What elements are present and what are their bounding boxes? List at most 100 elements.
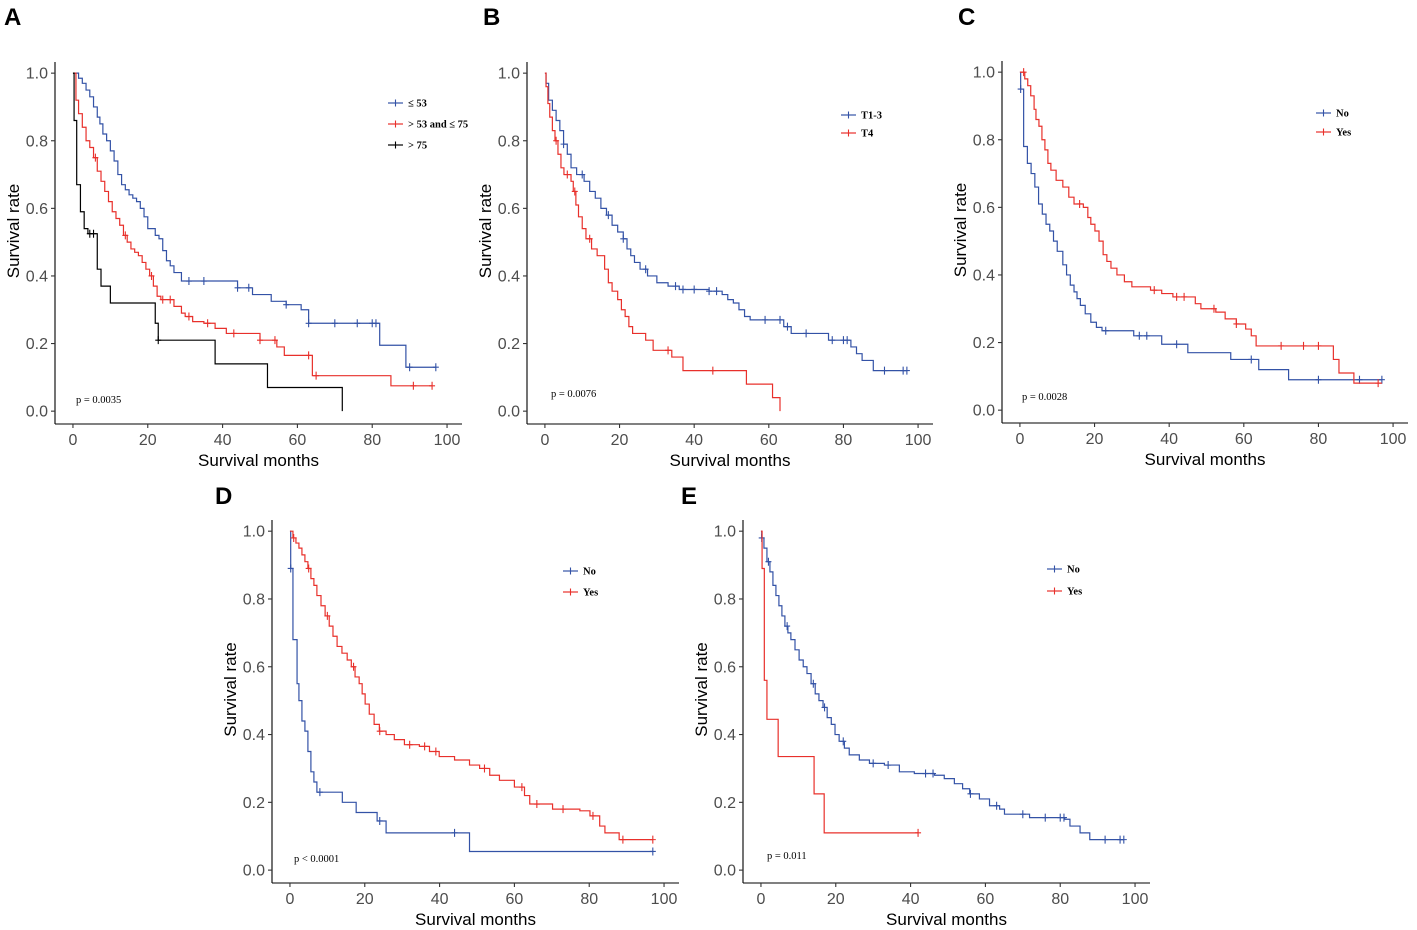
legend-label: > 75 — [408, 141, 427, 152]
censor-mark — [620, 234, 627, 243]
censor-mark — [1173, 292, 1180, 301]
censor-mark — [605, 211, 612, 220]
y-tick-label: 1.0 — [26, 66, 48, 83]
x-tick-label: 60 — [977, 891, 995, 908]
censor-mark — [451, 828, 458, 837]
censor-mark — [762, 315, 769, 324]
legend-marker — [1051, 565, 1058, 573]
y-tick-label: 0.6 — [714, 659, 736, 676]
censor-mark — [821, 703, 828, 712]
x-tick-label: 100 — [905, 432, 932, 449]
y-tick-label: 0.0 — [243, 863, 265, 880]
legend-label: T4 — [861, 129, 874, 140]
censor-mark — [350, 662, 357, 671]
x-tick-label: 40 — [902, 891, 920, 908]
y-tick-label: 0.2 — [498, 336, 520, 353]
legend-marker — [845, 129, 852, 137]
censor-mark — [313, 371, 320, 380]
y-tick-label: 0.4 — [714, 727, 736, 744]
censor-mark — [1136, 331, 1143, 340]
y-tick-label: 0.6 — [498, 201, 520, 218]
y-tick-label: 0.4 — [243, 727, 265, 744]
y-tick-label: 0.8 — [498, 133, 520, 150]
censor-mark — [586, 234, 593, 243]
y-tick-label: 0.8 — [973, 132, 995, 149]
censor-mark — [376, 727, 383, 736]
panel-letter: D — [215, 483, 232, 510]
km-curve-e-1 — [760, 530, 1124, 841]
censor-mark — [1210, 304, 1217, 313]
x-tick-label: 100 — [434, 432, 461, 449]
censor-mark — [1076, 199, 1083, 208]
censor-mark — [1181, 292, 1188, 301]
x-axis-title: Survival months — [670, 451, 791, 470]
censor-mark — [1120, 835, 1127, 844]
x-axis-title: Survival months — [198, 451, 319, 470]
censor-mark — [844, 336, 851, 345]
p-value-label: p = 0.0035 — [76, 395, 121, 406]
panel-b: B 0.0 0.2 0.4 0.6 0.8 1.0 0 20 40 60 80 100 Survival … — [476, 4, 933, 470]
censor-mark — [245, 283, 252, 292]
censor-mark — [803, 329, 810, 338]
censor-mark — [256, 336, 263, 345]
legend-label: Yes — [583, 588, 598, 599]
censor-mark — [324, 611, 331, 620]
censor-mark — [1378, 375, 1385, 384]
censor-mark — [1017, 85, 1024, 94]
y-axis-title: Survival rate — [951, 183, 970, 277]
x-tick-label: 80 — [1051, 891, 1069, 908]
x-axis-title: Survival months — [415, 910, 536, 929]
censor-mark — [930, 769, 937, 778]
legend-item: > 75 — [388, 141, 427, 152]
y-tick-label: 0.4 — [26, 268, 48, 285]
censor-mark — [1020, 68, 1027, 77]
panel-letter: E — [681, 483, 697, 510]
censor-mark — [159, 295, 166, 304]
legend-label: ≤ 53 — [408, 99, 427, 110]
censor-mark — [185, 277, 192, 286]
censor-mark — [784, 322, 791, 331]
legend-item: ≤ 53 — [388, 99, 427, 110]
km-curve-b-1 — [544, 72, 907, 372]
censor-mark — [679, 285, 686, 294]
km-curve-a-2 — [72, 72, 433, 387]
censor-mark — [1019, 810, 1026, 819]
legend-label: T1-3 — [861, 111, 882, 122]
x-tick-label: 20 — [1086, 431, 1104, 448]
censor-mark — [915, 828, 922, 837]
y-axis-title: Survival rate — [476, 184, 495, 278]
censor-mark — [619, 835, 626, 844]
p-value-label: p = 0.0076 — [551, 389, 596, 400]
censor-mark — [560, 805, 567, 814]
censor-mark — [1300, 341, 1307, 350]
legend-item: T1-3 — [841, 111, 882, 122]
km-curve-d-1 — [289, 530, 653, 853]
legend-item: Yes — [1316, 128, 1351, 139]
censor-mark — [204, 319, 211, 328]
legend-marker — [567, 588, 574, 596]
x-axis-title: Survival months — [1145, 450, 1266, 469]
censor-mark — [709, 366, 716, 375]
x-tick-label: 60 — [506, 891, 524, 908]
censor-mark — [92, 153, 99, 162]
censor-mark — [571, 187, 578, 196]
y-tick-label: 0.8 — [714, 591, 736, 608]
km-curve-e-2 — [760, 530, 919, 834]
censor-mark — [589, 811, 596, 820]
censor-mark — [283, 300, 290, 309]
x-tick-label: 100 — [651, 891, 678, 908]
censor-mark — [518, 783, 525, 792]
censor-mark — [1102, 326, 1109, 335]
censor-mark — [305, 351, 312, 360]
censor-mark — [1233, 319, 1240, 328]
y-tick-label: 0.6 — [243, 659, 265, 676]
censor-mark — [1356, 375, 1363, 384]
x-tick-label: 0 — [1015, 431, 1024, 448]
censor-mark — [410, 381, 417, 390]
censor-mark — [1143, 331, 1150, 340]
censor-mark — [1042, 813, 1049, 822]
legend-marker — [392, 141, 399, 149]
censor-mark — [649, 835, 656, 844]
x-tick-label: 0 — [757, 891, 766, 908]
legend-marker — [392, 120, 399, 128]
